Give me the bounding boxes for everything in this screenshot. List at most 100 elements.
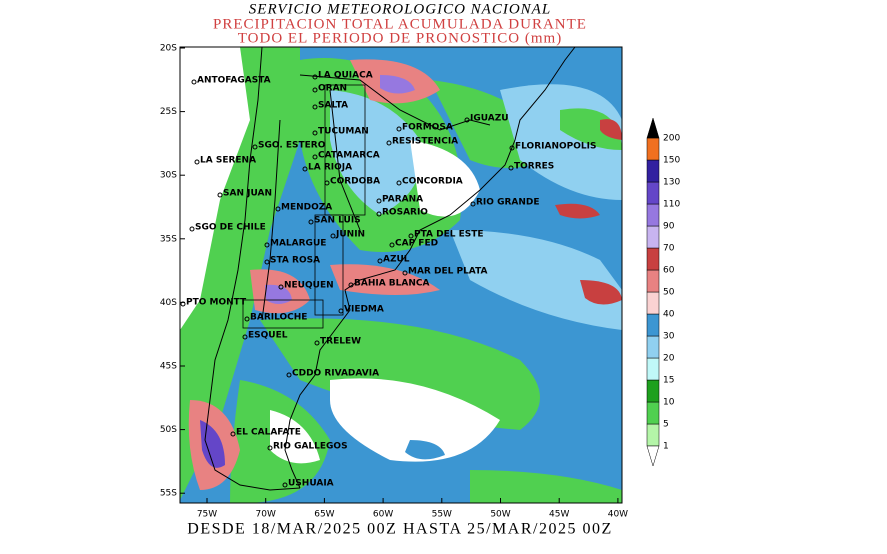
period-footer: DESDE 18/MAR/2025 00Z HASTA 25/MAR/2025 … [187,521,612,538]
colorbar-segment [646,203,660,227]
lon-label: 55W [432,510,452,520]
city-label: BARILOCHE [250,313,307,323]
city-marker [470,201,476,207]
city-label: SGO. ESTERO [258,141,326,151]
city-label: ANTOFAGASTA [197,76,271,86]
city-marker [312,74,318,80]
city-label: BAHIA BLANCA [354,279,430,289]
colorbar-label: 40 [663,310,675,320]
city-label: MALARGUE [270,239,326,249]
city-marker [180,301,186,307]
city-label: IGUAZU [470,114,509,124]
city-label: PARANA [382,195,423,205]
title-line: TODO EL PERIODO DE PRONOSTICO (mm) [238,30,562,46]
city-marker [376,211,382,217]
city-label: TRELEW [320,337,361,347]
city-marker [244,316,250,322]
colorbar-segment [646,423,660,447]
colorbar-segment [646,181,660,205]
city-marker [312,154,318,160]
colorbar-under [646,445,660,467]
lon-label: 75W [197,510,217,520]
city-label: USHUAIA [288,479,334,489]
colorbar-segment [646,247,660,271]
city-marker [230,431,236,437]
lat-label: 50S [160,425,177,435]
city-label: PTA DEL ESTE [414,230,484,240]
city-marker [312,130,318,136]
colorbar-label: 30 [663,332,675,342]
city-marker [312,87,318,93]
city-marker [282,482,288,488]
city-label: ESQUEL [248,331,288,341]
city-label: CAP FED [395,239,438,249]
city-marker [217,192,223,198]
city-marker [308,219,314,225]
city-label: LA SERENA [200,156,256,166]
city-marker [509,145,515,151]
colorbar-label: 200 [663,134,680,144]
city-marker [396,180,402,186]
city-label: SGO DE CHILE [195,223,266,233]
city-marker [278,284,284,290]
city-marker [264,259,270,265]
city-label: CDDO RIVADAVIA [292,369,379,379]
city-marker [324,180,330,186]
city-label: FORMOSA [402,123,453,133]
city-label: ORAN [318,84,347,94]
colorbar-label: 1 [663,442,669,452]
city-marker [252,144,258,150]
city-label: LA QUIACA [318,71,373,81]
city-marker [338,308,344,314]
map-frame [179,46,623,504]
city-marker [377,258,383,264]
colorbar-segment [646,291,660,315]
colorbar-label: 150 [663,156,680,166]
city-label: CONCORDIA [402,177,463,187]
city-label: MENDOZA [281,203,332,213]
colorbar-label: 15 [663,376,674,386]
colorbar-label: 50 [663,288,675,298]
lon-label: 60W [373,510,393,520]
lat-label: 20S [160,44,177,54]
city-label: RESISTENCIA [392,137,458,147]
city-marker [389,242,395,248]
city-marker [402,270,408,276]
colorbar-label: 20 [663,354,675,364]
region-boxes [242,84,366,329]
colorbar-segment [646,379,660,403]
city-label: NEUQUEN [284,281,334,291]
city-label: STA ROSA [270,256,320,266]
city-marker [348,282,354,288]
city-label: SAN LUIS [314,216,361,226]
colorbar-label: 70 [663,244,675,254]
city-label: TUCUMAN [318,127,369,137]
lat-label: 35S [160,234,177,244]
city-label: JUNIN [335,230,365,240]
city-marker [264,242,270,248]
lon-label: 45W [549,510,569,520]
city-marker [242,334,248,340]
city-label: SALTA [318,101,348,111]
colorbar-label: 5 [663,420,669,430]
city-marker [330,233,336,239]
colorbar-segment [646,401,660,425]
city-marker [191,79,197,85]
city-label: EL CALAFATE [236,428,301,438]
city-marker [267,445,273,451]
colorbar-segment [646,159,660,183]
title-line: PRECIPITACION TOTAL ACUMULADA DURANTE [213,16,587,32]
city-marker [189,226,195,232]
city-marker [302,166,308,172]
lat-label: 40S [160,298,177,308]
city-label: FLORIANOPOLIS [515,142,596,152]
lon-label: 70W [256,510,276,520]
precip-field [180,47,622,503]
lat-label: 30S [160,171,177,181]
lon-label: 40W [608,510,628,520]
colorbar-label: 10 [663,398,675,408]
colorbar-segment [646,335,660,359]
colorbar-label: 130 [663,178,680,188]
